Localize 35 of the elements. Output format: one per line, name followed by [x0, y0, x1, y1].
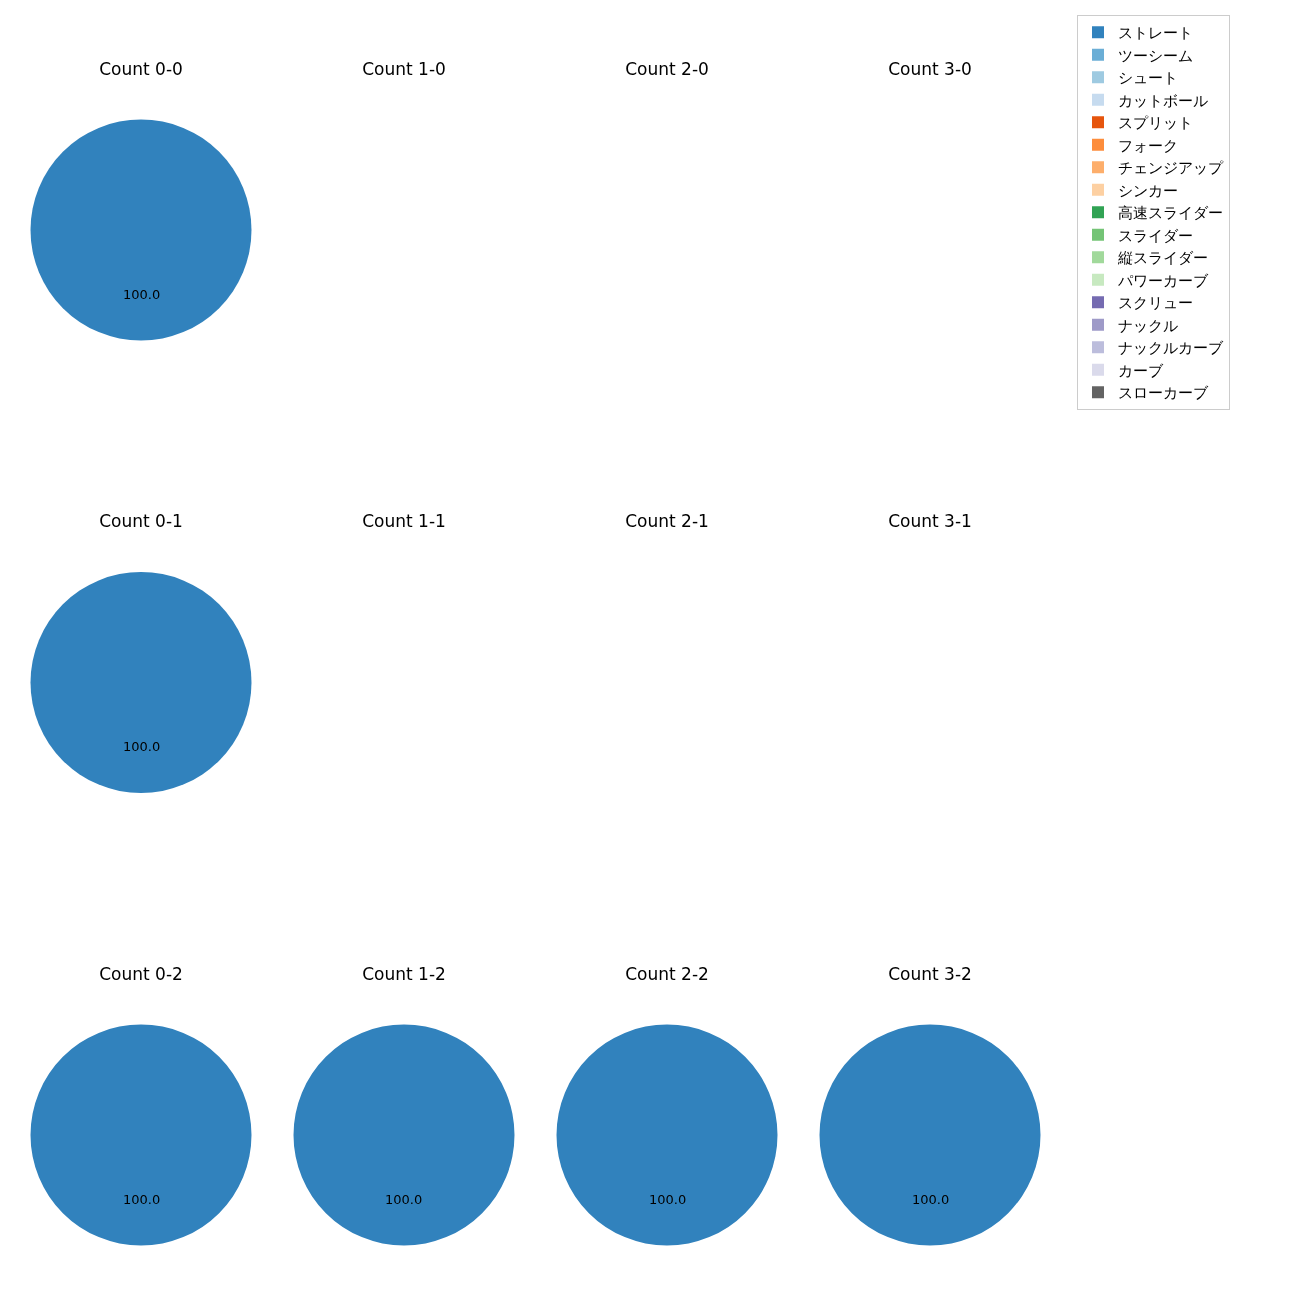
legend-label: カーブ [1118, 361, 1164, 380]
text: Count 2-0 [625, 58, 709, 79]
legend-label: カットボール [1118, 91, 1208, 110]
legend-label: シュート [1118, 69, 1178, 88]
text: Count 1-1 [362, 511, 446, 532]
text: Count 3-0 [888, 58, 972, 79]
legend-label: フォーク [1118, 136, 1178, 155]
legend-label: ツーシーム [1118, 46, 1193, 65]
text: Count 3-1 [888, 511, 972, 532]
legend-label: スローカーブ [1118, 384, 1209, 403]
chart-title: Count 0-1 [99, 511, 183, 532]
data-label: 100.0 [123, 739, 161, 754]
data-label: 100.0 [123, 287, 161, 302]
legend-label: スプリット [1118, 114, 1193, 133]
data-label: 100.0 [123, 1192, 161, 1207]
legend-label: ナックル [1118, 316, 1178, 335]
legend-label: ナックルカーブ [1118, 339, 1224, 358]
legend-label: ストレート [1118, 24, 1193, 43]
chart-title: Count 3-2 [888, 963, 972, 984]
data-label: 100.0 [912, 1192, 950, 1207]
legend-label: 高速スライダー [1118, 204, 1223, 223]
chart-title: Count 0-2 [99, 963, 183, 984]
text: Count 2-1 [625, 511, 709, 532]
legend-label: 縦スライダー [1117, 249, 1208, 268]
legend-label: スライダー [1118, 226, 1193, 245]
data-label: 100.0 [649, 1192, 687, 1207]
text: Count 1-0 [362, 58, 446, 79]
legend-label: パワーカーブ [1117, 271, 1209, 290]
text: Count 0-0 [99, 58, 183, 79]
chart-title: Count 1-2 [362, 963, 446, 984]
data-label: 100.0 [385, 1192, 423, 1207]
legend-label: スクリュー [1118, 294, 1193, 313]
legend-label: チェンジアップ [1118, 159, 1224, 178]
chart-title: Count 2-2 [625, 963, 709, 984]
legend-label: シンカー [1118, 181, 1178, 200]
